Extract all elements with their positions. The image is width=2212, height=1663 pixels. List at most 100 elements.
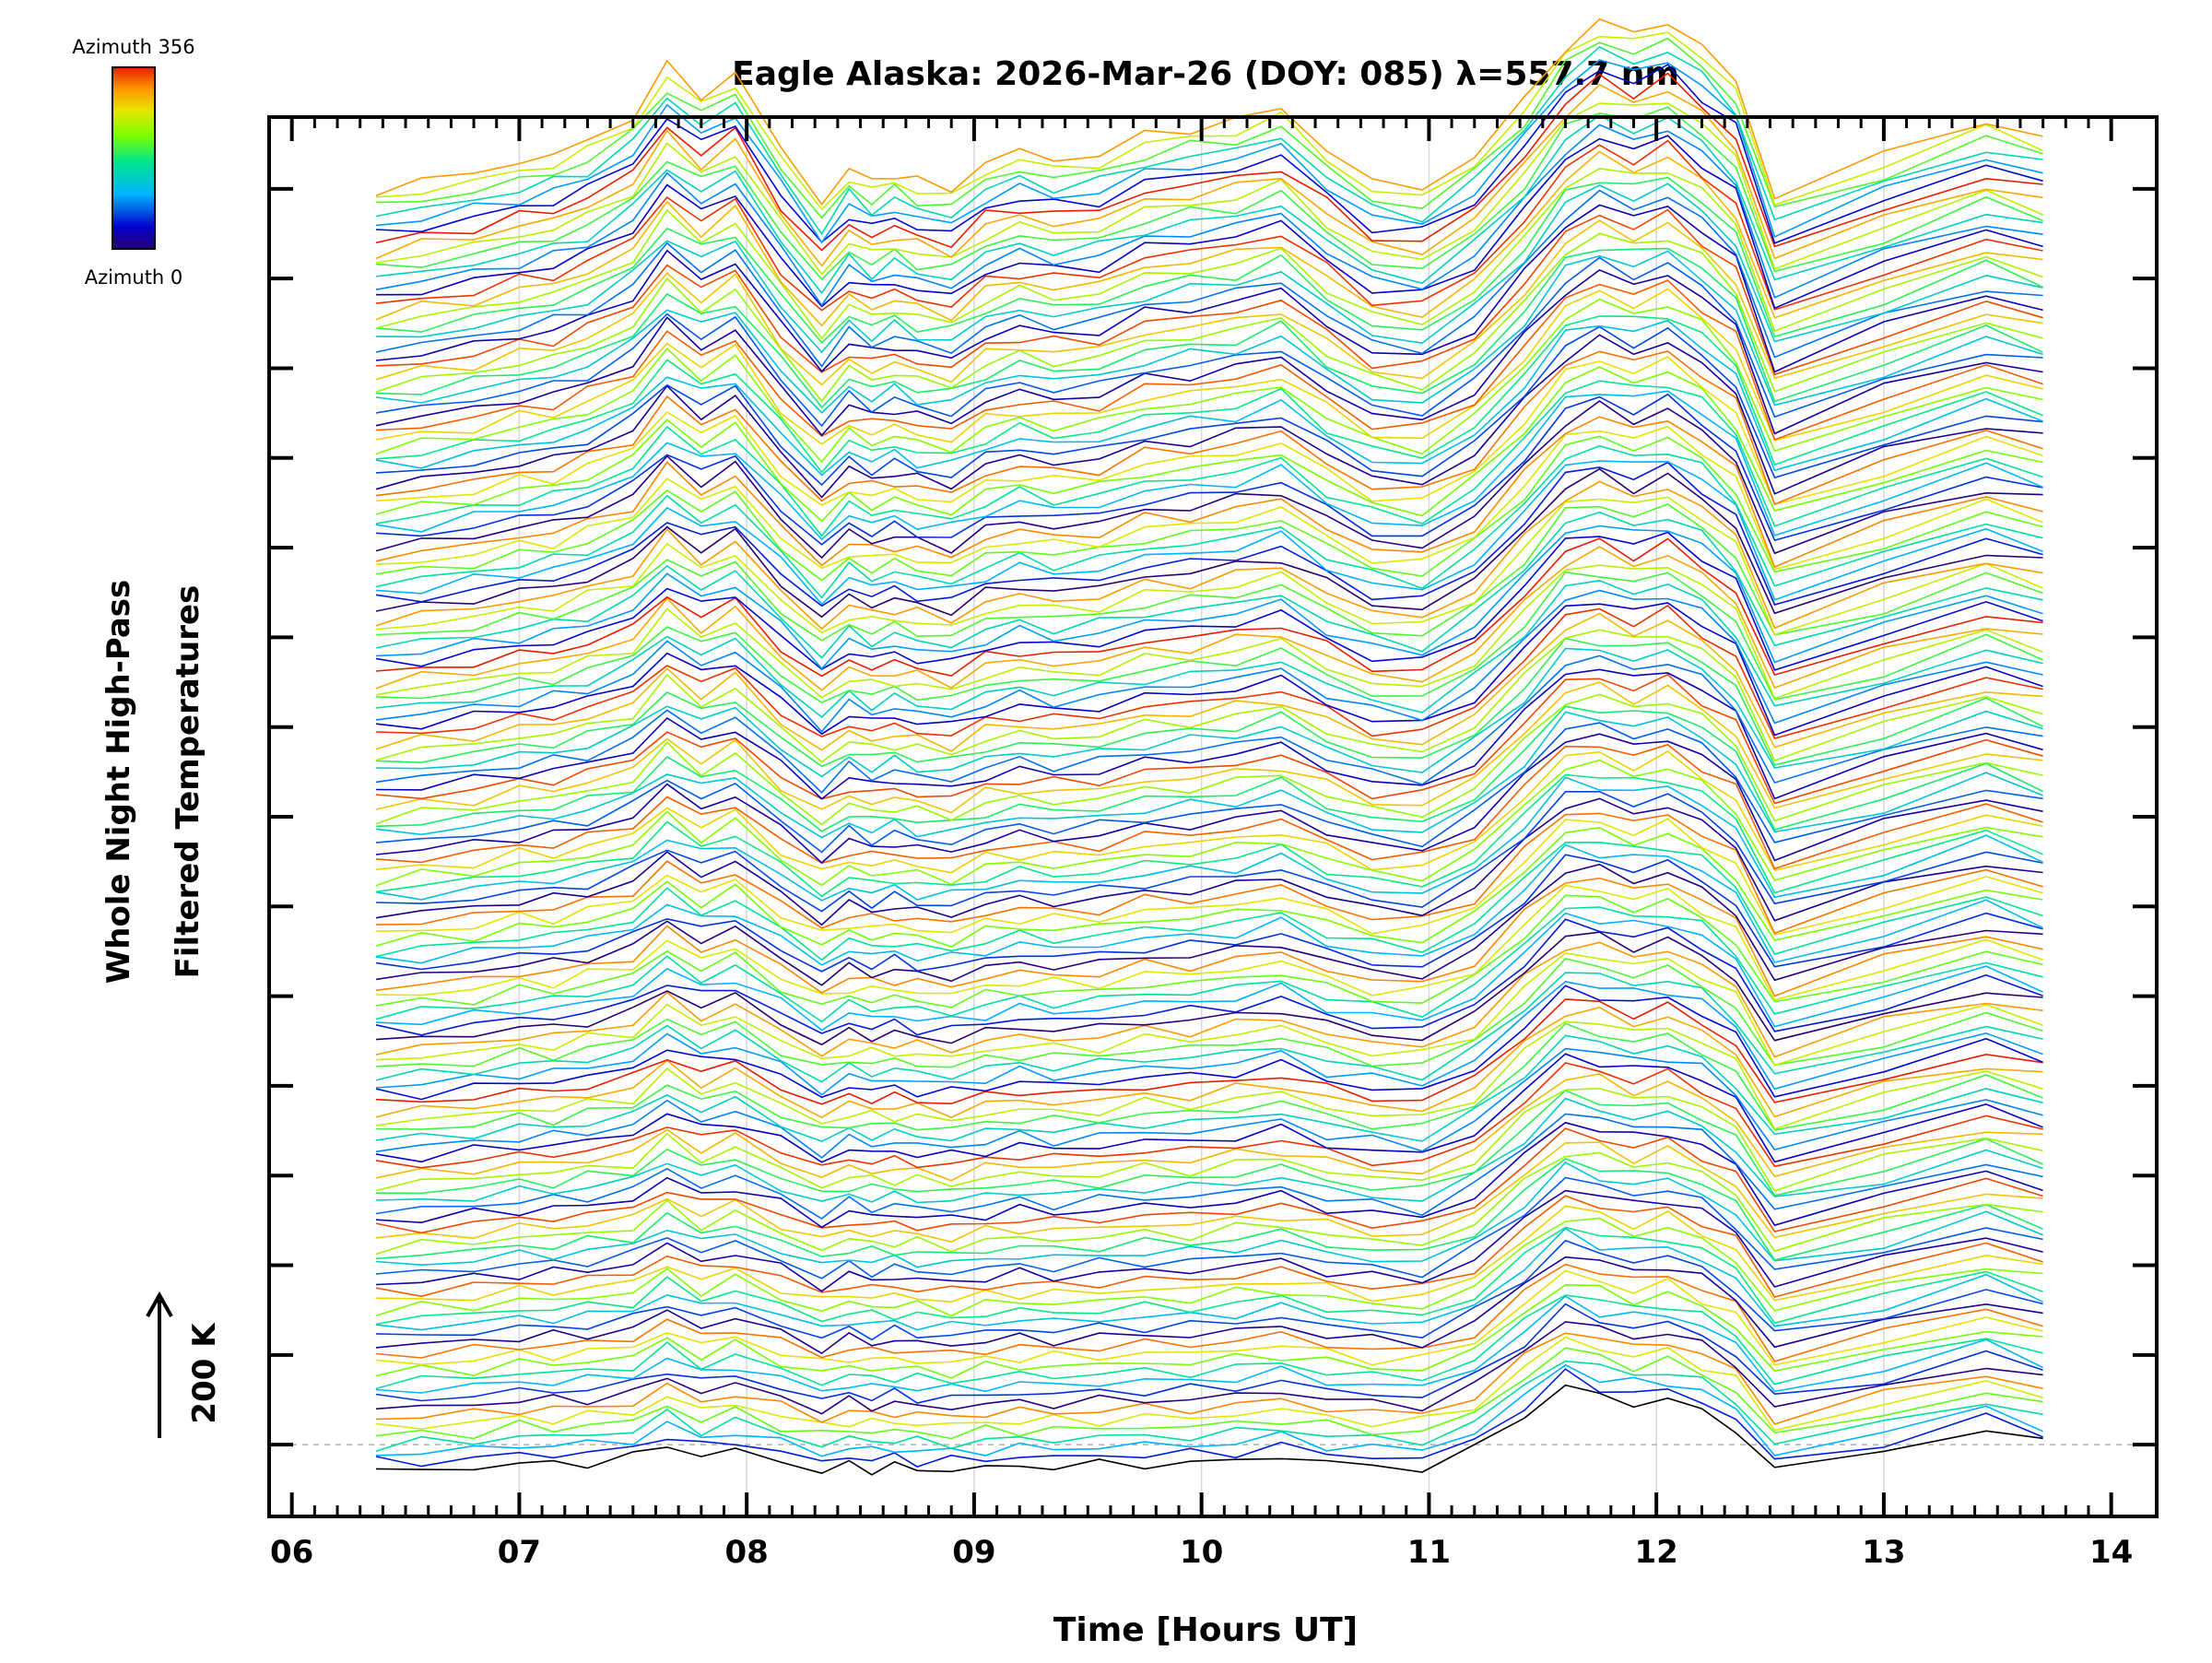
scale-indicator: 200 K: [146, 1291, 223, 1438]
x-axis-label: Time [Hours UT]: [1053, 1611, 1358, 1649]
colorbar-bottom-label: Azimuth 0: [85, 266, 183, 289]
series-line: [375, 1127, 2043, 1234]
series-line: [375, 773, 2043, 898]
colorbar-gradient: [112, 66, 156, 250]
series-line: [375, 460, 2043, 606]
x-tick-label: 09: [952, 1534, 995, 1571]
series-line: [375, 1347, 2043, 1440]
series-line: [375, 894, 2043, 1008]
series-line: [375, 106, 2043, 281]
series-line: [375, 722, 2043, 854]
series-line: [375, 564, 2043, 700]
series-line: [375, 759, 2043, 887]
series-line: [375, 537, 2043, 678]
series-line: [375, 571, 2043, 704]
series-line: [375, 818, 2043, 936]
series-line: [375, 655, 2043, 794]
series-line: [375, 64, 2043, 244]
series-line: [375, 1226, 2043, 1326]
y-axis-label-line2: Filtered Temperatures: [170, 585, 206, 979]
series-line: [375, 711, 2043, 839]
series-line: [375, 319, 2043, 477]
series-line: [375, 743, 2043, 870]
series-line: [375, 467, 2043, 619]
series-line: [375, 1295, 2043, 1394]
series-line: [375, 776, 2043, 902]
series-line: [375, 268, 2043, 437]
series-line: [375, 380, 2043, 537]
series-line: [375, 176, 2043, 344]
series-line: [375, 579, 2043, 718]
series-line: [375, 135, 2043, 310]
series-line: [375, 83, 2043, 267]
x-tick-label: 08: [725, 1534, 769, 1571]
series-line: [375, 1363, 2043, 1457]
series-line: [375, 1189, 2043, 1292]
series-line: [375, 1141, 2043, 1243]
series-line: [375, 952, 2043, 1067]
series-line: [375, 72, 2043, 252]
series-line: [375, 629, 2043, 763]
series-line: [375, 797, 2043, 926]
series-line: [375, 31, 2043, 211]
series-line: [375, 1284, 2043, 1379]
series-line: [375, 232, 2043, 403]
series-line: [375, 931, 2043, 1046]
series-line: [375, 1294, 2043, 1390]
series-line: [375, 256, 2043, 428]
series-line: [375, 1062, 2043, 1169]
series-line: [375, 435, 2043, 582]
series-line: [375, 1158, 2043, 1261]
series-line: [375, 250, 2043, 414]
series-line: [375, 1089, 2043, 1197]
axes: 06 07 08 09 10 11 12 13 14: [267, 115, 2159, 1571]
series-line: [375, 958, 2043, 1068]
series-line: [375, 812, 2043, 935]
x-tick-label: 06: [270, 1534, 313, 1571]
series-line: [375, 854, 2043, 973]
series-line: [375, 1332, 2043, 1425]
series-line: [375, 750, 2043, 874]
series-line: [375, 496, 2043, 636]
series-line: [375, 637, 2043, 768]
series-line: [375, 208, 2043, 376]
series-line: [375, 114, 2043, 295]
series-line: [375, 1360, 2043, 1453]
series-line: [375, 1256, 2043, 1355]
series-line: [375, 705, 2043, 832]
series-line: [375, 673, 2043, 805]
series-line: [375, 1227, 2043, 1331]
series-line: [375, 1022, 2043, 1131]
series-line: [375, 1053, 2043, 1163]
series-line: [375, 906, 2043, 1023]
series-line: [375, 219, 2043, 386]
series-line: [375, 425, 2043, 571]
series-line: [375, 350, 2043, 506]
series-line: [375, 189, 2043, 368]
series-line: [375, 247, 2043, 409]
series-line: [375, 647, 2043, 778]
series-line: [375, 826, 2043, 948]
x-tick-label: 11: [1407, 1534, 1451, 1571]
series-line: [375, 315, 2043, 474]
series-line: [375, 288, 2043, 445]
series-line: [375, 1097, 2043, 1204]
series-line: [375, 1303, 2043, 1404]
series-line: [375, 941, 2043, 1058]
series-line: [375, 1217, 2043, 1317]
series-line: [375, 279, 2043, 442]
series-line: [375, 416, 2043, 569]
series-line: [375, 167, 2043, 340]
series-line: [375, 843, 2043, 966]
series-group: [375, 18, 2043, 1476]
series-line: [375, 1368, 2043, 1468]
scale-arrow-head: [146, 1291, 173, 1317]
series-line: [375, 1087, 2043, 1192]
series-line: [375, 985, 2043, 1101]
series-line: [375, 183, 2043, 354]
x-tick-label: 12: [1634, 1534, 1677, 1571]
series-line: [375, 1195, 2043, 1298]
series-line: [375, 1020, 2043, 1130]
